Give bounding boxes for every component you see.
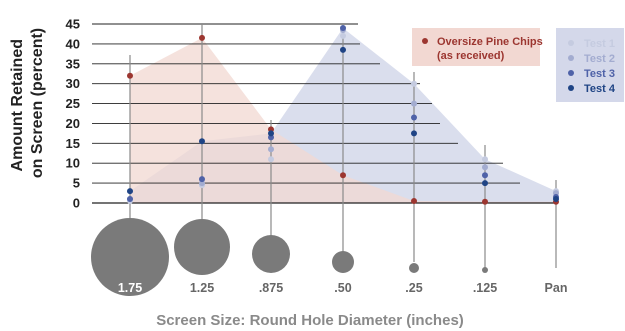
point-series1-3 [340, 32, 346, 39]
point-series3-0 [127, 196, 133, 202]
point-series1-4 [411, 80, 417, 87]
test3-legend-label: Test 3 [584, 68, 615, 80]
y-tick-label-5: 5 [73, 176, 80, 191]
test-legend: Test 1 Test 2 Test 3 Test 4 [556, 28, 624, 102]
test-legend-box [556, 28, 624, 102]
y-tick-labels: 0 5 10 15 20 25 30 35 40 45 [66, 17, 80, 211]
y-axis-title-line2: on Screen (percent) [29, 28, 46, 178]
y-tick-label-25: 25 [66, 96, 80, 111]
test2-legend-marker [568, 55, 574, 61]
point-series3-5 [482, 172, 488, 179]
point-series1-2 [268, 156, 274, 163]
oversize-legend-label-line2: (as received) [437, 50, 505, 62]
y-tick-label-45: 45 [66, 17, 80, 32]
hole-size-circles [91, 218, 488, 296]
y-axis-title-line1: Amount Retained [9, 39, 26, 171]
test2-legend-label: Test 2 [584, 53, 615, 65]
y-axis-title: Amount Retained on Screen (percent) [9, 28, 46, 178]
point-series2-4 [411, 100, 417, 107]
y-tick-label-35: 35 [66, 56, 80, 71]
oversize-legend-label: Oversize Pine Chips [437, 36, 543, 48]
hole-circle-5 [482, 267, 488, 273]
point-series2-2 [268, 146, 274, 153]
point-series3-4 [411, 114, 417, 121]
point-series4-6 [553, 196, 559, 202]
x-tick-label-4: .25 [405, 281, 422, 295]
point-series0-5 [482, 198, 488, 205]
point-series4-3 [340, 46, 346, 53]
y-tick-label-30: 30 [66, 76, 80, 91]
y-tick-label-0: 0 [73, 196, 80, 211]
oversize-legend: Oversize Pine Chips (as received) [412, 28, 543, 66]
x-tick-labels: 1.75 1.25 .875 .50 .25 .125 Pan [118, 281, 568, 295]
oversize-area [130, 37, 556, 204]
point-series1-5 [482, 156, 488, 163]
test1-legend-label: Test 1 [584, 38, 615, 50]
point-series4-1 [199, 138, 205, 145]
oversize-legend-marker [422, 38, 428, 44]
x-tick-label-0: 1.75 [118, 281, 142, 295]
oversize-area-path [130, 37, 556, 204]
point-series2-5 [482, 164, 488, 171]
point-series3-3 [340, 25, 346, 31]
hole-circle-0 [91, 218, 169, 296]
test4-legend-label: Test 4 [584, 83, 616, 95]
test1-legend-marker [568, 40, 574, 46]
hole-circle-3 [332, 251, 354, 273]
y-tick-label-40: 40 [66, 36, 80, 51]
hole-circle-1 [174, 219, 230, 275]
test4-legend-marker [568, 85, 574, 91]
gridlines [92, 23, 556, 204]
hole-circle-2 [252, 235, 290, 273]
x-tick-label-2: .875 [259, 281, 283, 295]
y-tick-label-20: 20 [66, 116, 80, 131]
data-points [127, 25, 559, 205]
point-series4-0 [127, 188, 133, 195]
x-tick-label-3: .50 [334, 281, 351, 295]
point-series0-0 [127, 72, 133, 79]
y-tick-label-10: 10 [66, 156, 80, 171]
point-series0-4 [411, 198, 417, 204]
point-series0-1 [199, 34, 205, 41]
test3-legend-marker [568, 70, 574, 76]
point-series3-1 [199, 176, 205, 183]
oversize-legend-box [412, 28, 540, 66]
hole-circle-4 [409, 263, 419, 273]
x-tick-label-6: Pan [545, 281, 568, 295]
x-axis-title: Screen Size: Round Hole Diameter (inches… [156, 312, 464, 329]
x-tick-label-1: 1.25 [190, 281, 214, 295]
x-tick-label-5: .125 [473, 281, 497, 295]
point-series4-4 [411, 130, 417, 137]
point-series4-2 [268, 130, 274, 137]
y-tick-label-15: 15 [66, 136, 80, 151]
point-series4-5 [482, 180, 488, 187]
point-series0-3 [340, 172, 346, 179]
